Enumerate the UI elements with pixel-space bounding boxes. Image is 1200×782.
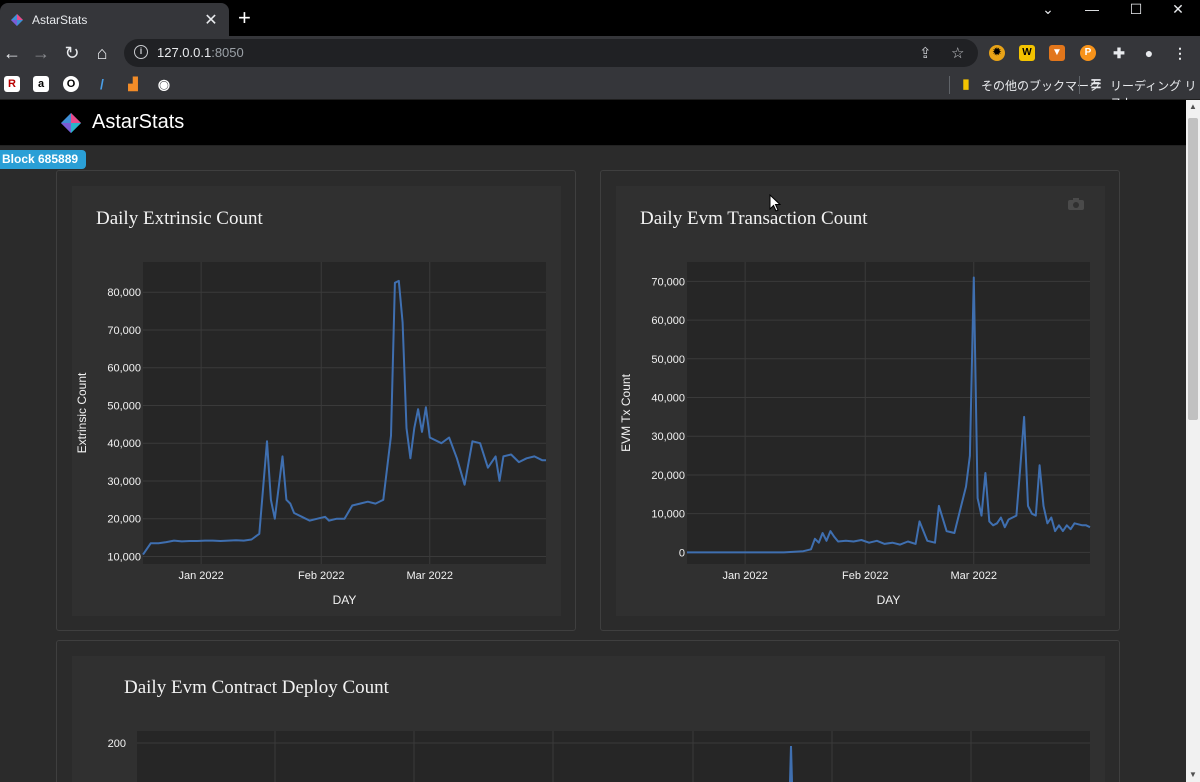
chart-title: Daily Evm Contract Deploy Count	[124, 677, 389, 698]
page-scrollbar[interactable]: ▲ ▼	[1186, 100, 1200, 782]
browser-tab-bar: AstarStats ✕ + ⌄ — ☐ ✕	[0, 0, 1200, 36]
y-tick-label: 200	[108, 738, 126, 750]
maximize-button[interactable]: ☐	[1129, 1, 1143, 17]
chart-title: Daily Extrinsic Count	[96, 208, 263, 229]
series-line	[687, 276, 1091, 554]
extension-w-icon[interactable]: W	[1019, 45, 1035, 61]
y-tick-label: 10,000	[107, 551, 141, 563]
share-icon[interactable]: ⇪	[919, 45, 932, 62]
x-axis-title: DAY	[333, 593, 357, 607]
astar-favicon-icon	[11, 13, 23, 26]
bookmark-r-icon[interactable]: R	[4, 76, 20, 92]
plot-area	[143, 262, 546, 564]
bookmark-analytics-icon[interactable]: ▟	[128, 77, 138, 91]
y-tick-label: 50,000	[107, 400, 141, 412]
page-viewport: AstarStats Block 685889 Daily Extrinsic …	[0, 100, 1186, 782]
bookmark-star-icon[interactable]: ☆	[951, 45, 965, 62]
site-info-icon[interactable]: i	[134, 45, 148, 59]
tab-title: AstarStats	[32, 12, 88, 27]
y-tick-label: 30,000	[651, 431, 685, 443]
plot-area	[137, 731, 1090, 782]
tab-close-icon[interactable]: ✕	[204, 11, 218, 29]
mouse-cursor-icon	[769, 194, 781, 212]
menu-kebab-icon[interactable]: ⋮	[1173, 45, 1187, 61]
chart-title: Daily Evm Transaction Count	[640, 208, 868, 229]
y-tick-label: 80,000	[107, 287, 141, 299]
brand-name[interactable]: AstarStats	[92, 111, 185, 133]
extension-p-icon[interactable]: P	[1080, 45, 1096, 61]
tab-search-icon[interactable]: ⌄	[1042, 1, 1054, 17]
y-tick-label: 60,000	[651, 315, 685, 327]
contract-deploy-chart: 200	[108, 731, 1090, 782]
address-url[interactable]: 127.0.0.1:8050	[157, 45, 244, 60]
address-bar[interactable]: i 127.0.0.1:8050 ⇪ ☆	[124, 39, 978, 67]
y-tick-label: 0	[679, 547, 685, 559]
scroll-up-arrow-icon[interactable]: ▲	[1189, 102, 1197, 111]
y-tick-label: 70,000	[651, 276, 685, 288]
y-tick-label: 40,000	[107, 438, 141, 450]
close-window-button[interactable]: ✕	[1172, 1, 1184, 17]
forward-button[interactable]: →	[32, 43, 50, 63]
x-tick-label: Mar 2022	[407, 570, 453, 582]
profile-icon[interactable]: ●	[1144, 45, 1154, 61]
bookmark-amazon-icon[interactable]: a	[33, 76, 49, 92]
y-tick-label: 70,000	[107, 325, 141, 337]
app-navbar: AstarStats	[0, 100, 1186, 146]
y-tick-label: 50,000	[651, 354, 685, 366]
astar-logo-icon[interactable]	[60, 112, 82, 134]
extension-sun-icon[interactable]: ✹	[989, 45, 1005, 61]
x-axis-title: DAY	[877, 593, 901, 607]
browser-tab[interactable]: AstarStats ✕	[0, 3, 229, 36]
minimize-button[interactable]: —	[1085, 1, 1099, 17]
x-tick-label: Jan 2022	[722, 570, 767, 582]
x-tick-label: Feb 2022	[298, 570, 344, 582]
evm-tx-count-chart: 0 10,000 20,000 30,000 40,000 50,000 60,000 70,…	[619, 262, 1091, 607]
scroll-down-arrow-icon[interactable]: ▼	[1189, 770, 1197, 779]
bookmarks-bar: R a O / ▟ ◉ ▮ その他のブックマーク ☰ リーディング リスト	[0, 70, 1200, 110]
extensions-puzzle-icon[interactable]: ✚	[1113, 45, 1125, 61]
y-axis-title: EVM Tx Count	[619, 373, 633, 451]
x-tick-label: Jan 2022	[178, 570, 223, 582]
series-line	[789, 745, 793, 782]
block-badge: Block 685889	[0, 150, 87, 169]
x-tick-label: Feb 2022	[842, 570, 888, 582]
extrinsic-count-chart: 10,000 20,000 30,000 40,000 50,000 60,000 70,0…	[75, 262, 546, 607]
github-icon[interactable]: ◉	[157, 76, 171, 92]
home-button[interactable]: ⌂	[96, 43, 108, 63]
camera-icon[interactable]	[1068, 198, 1084, 210]
x-tick-label: Mar 2022	[951, 570, 997, 582]
y-tick-label: 20,000	[107, 514, 141, 526]
bookmark-separator	[949, 76, 950, 94]
bookmark-circle-icon[interactable]: O	[63, 76, 79, 92]
reload-button[interactable]: ↻	[64, 43, 80, 63]
y-tick-label: 40,000	[651, 393, 685, 405]
back-button[interactable]: ←	[3, 43, 21, 63]
metamask-fox-icon[interactable]: ▼	[1049, 45, 1065, 61]
series-line	[142, 279, 546, 556]
y-axis-title: Extrinsic Count	[75, 372, 89, 453]
other-bookmarks-link[interactable]: その他のブックマーク	[981, 79, 1102, 93]
y-tick-label: 10,000	[651, 509, 685, 521]
bookmark-separator	[1079, 76, 1080, 94]
y-tick-label: 20,000	[651, 470, 685, 482]
y-tick-label: 60,000	[107, 363, 141, 375]
bookmark-slash-icon[interactable]: /	[100, 76, 104, 92]
y-tick-label: 30,000	[107, 476, 141, 488]
scrollbar-thumb[interactable]	[1188, 118, 1198, 420]
reading-list-icon[interactable]: ☰	[1090, 77, 1102, 91]
folder-icon[interactable]: ▮	[962, 76, 970, 91]
new-tab-button[interactable]: +	[238, 5, 251, 30]
browser-toolbar: ← → ↻ ⌂ i 127.0.0.1:8050 ⇪ ☆ ✹ W ▼ P ✚ ●…	[0, 36, 1200, 70]
